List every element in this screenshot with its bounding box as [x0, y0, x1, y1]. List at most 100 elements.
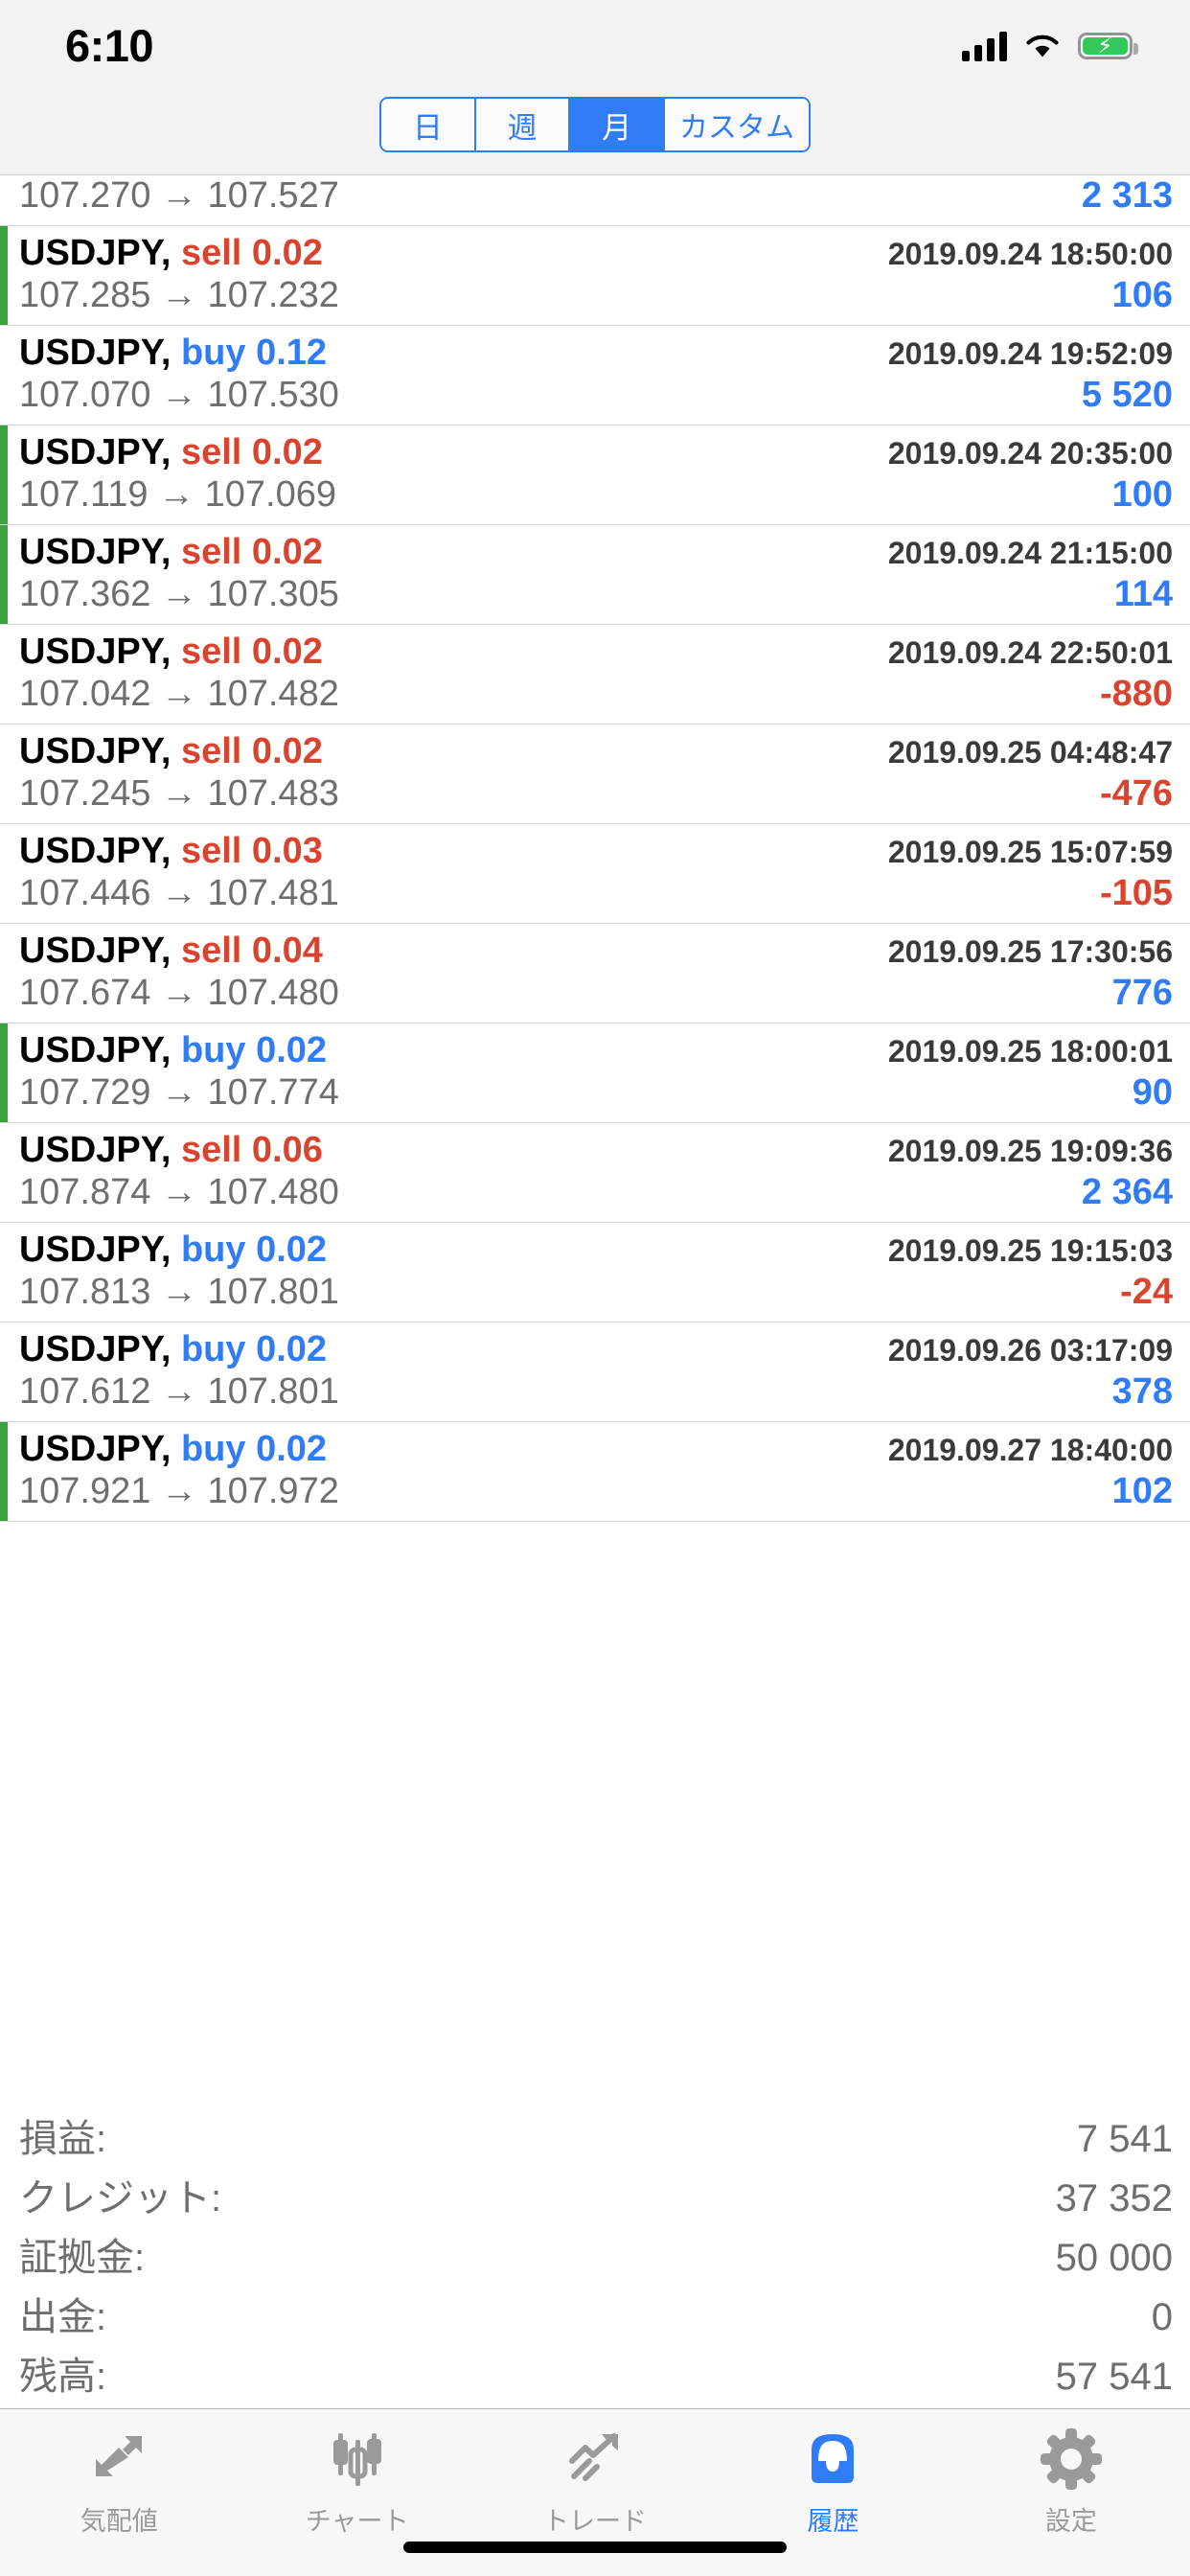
deal-row[interactable]: USDJPY, sell 0.02 2019.09.24 18:50:00 107.…: [0, 226, 1190, 326]
summary-label: 出金:: [19, 2296, 107, 2338]
deal-profit: 106: [1111, 275, 1173, 315]
account-summary: 損益: 7 541 クレジット: 37 352 証拠金: 50 000 出金: 0 残高: 57 …: [0, 2098, 1190, 2408]
summary-label: 証拠金:: [19, 2237, 146, 2279]
deal-side-volume: sell 0.06: [171, 1130, 323, 1170]
deal-timestamp: 2019.09.27 18:40:00: [887, 1433, 1173, 1467]
tab-charts-label: チャート: [305, 2507, 409, 2536]
deal-timestamp: 2019.09.25 15:07:59: [887, 835, 1173, 869]
period-option-week[interactable]: 週: [475, 99, 571, 150]
summary-value: 50 000: [1055, 2237, 1173, 2279]
battery-charging-icon: ⚡: [1078, 32, 1138, 59]
tab-quotes[interactable]: 気配値: [0, 2425, 238, 2538]
deal-profit: 2 364: [1081, 1172, 1173, 1212]
period-option-custom[interactable]: カスタム: [665, 99, 809, 150]
deal-row[interactable]: USDJPY, buy 0.02 2019.09.25 19:15:03 107.8…: [0, 1223, 1190, 1322]
deal-price-transition: 107.813 → 107.801: [19, 1272, 339, 1312]
deal-price-transition: 107.729 → 107.774: [19, 1072, 339, 1113]
deal-price-transition: 107.245 → 107.483: [19, 773, 339, 814]
deal-row[interactable]: USDJPY, sell 0.02 2019.09.25 04:48:47 107.…: [0, 724, 1190, 824]
tab-history[interactable]: 履歴: [714, 2425, 951, 2538]
deal-profit: -105: [1099, 873, 1173, 913]
deal-side-volume: sell 0.02: [171, 632, 323, 672]
status-bar: 6:10 ⚡: [0, 0, 1190, 91]
deal-row[interactable]: USDJPY, sell 0.06 2019.09.25 19:09:36 107.…: [0, 1123, 1190, 1223]
deal-row[interactable]: USDJPY, sell 0.02 2019.09.24 20:35:00 107.…: [0, 426, 1190, 525]
tab-charts[interactable]: チャート: [238, 2425, 475, 2538]
deal-timestamp: 2019.09.25 19:09:36: [887, 1134, 1173, 1168]
deal-timestamp: 2019.09.24 20:35:00: [887, 436, 1173, 471]
deal-symbol-side: USDJPY, sell 0.02: [19, 233, 323, 273]
period-option-month[interactable]: 月: [570, 99, 666, 150]
deal-symbol-side: USDJPY, buy 0.02: [19, 1030, 328, 1070]
tab-settings-label: 設定: [1044, 2507, 1097, 2536]
deal-timestamp: 2019.09.24 18:50:00: [887, 237, 1173, 271]
deal-symbol-side: USDJPY, sell 0.02: [19, 731, 323, 771]
deal-symbol-side: USDJPY, sell 0.02: [19, 632, 323, 672]
deal-timestamp: 2019.09.25 17:30:56: [887, 934, 1173, 969]
deal-timestamp: 2019.09.24 21:15:00: [887, 536, 1173, 570]
summary-row: 出金: 0: [19, 2284, 1173, 2343]
deal-side-volume: sell 0.02: [171, 432, 323, 472]
quotes-arrows-icon: [84, 2425, 153, 2494]
inbox-tray-icon: [798, 2425, 867, 2494]
deal-profit: 2 313: [1081, 175, 1173, 216]
candlestick-icon: [323, 2425, 392, 2494]
deal-side-volume: sell 0.02: [171, 532, 323, 572]
gear-icon: [1037, 2425, 1106, 2494]
summary-row: 証拠金: 50 000: [19, 2224, 1173, 2284]
deal-row[interactable]: USDJPY, sell 0.03 2019.09.25 15:07:59 107.…: [0, 824, 1190, 924]
profit-accent-bar: [0, 226, 8, 325]
deal-row[interactable]: USDJPY, buy 0.12 2019.09.24 19:52:09 107.0…: [0, 326, 1190, 426]
deal-symbol-side: USDJPY, sell 0.02: [19, 532, 323, 572]
deal-symbol-side: USDJPY, sell 0.06: [19, 1130, 323, 1170]
deal-symbol-side: USDJPY, sell 0.04: [19, 931, 323, 971]
deal-timestamp: 2019.09.24 19:52:09: [887, 336, 1173, 371]
deal-price-transition: 107.270 → 107.527: [19, 175, 339, 216]
tab-settings[interactable]: 設定: [952, 2425, 1190, 2538]
deal-row[interactable]: 107.270 → 107.527 2 313: [0, 175, 1190, 226]
deal-row[interactable]: USDJPY, buy 0.02 2019.09.25 18:00:01 107.7…: [0, 1024, 1190, 1123]
cellular-bars-icon: [962, 31, 1007, 61]
deal-price-transition: 107.674 → 107.480: [19, 973, 339, 1013]
deal-row[interactable]: USDJPY, buy 0.02 2019.09.26 03:17:09 107.6…: [0, 1322, 1190, 1422]
deal-price-transition: 107.874 → 107.480: [19, 1172, 339, 1212]
deal-side-volume: sell 0.02: [171, 731, 323, 771]
period-option-day[interactable]: 日: [381, 99, 476, 150]
period-segmented-control[interactable]: 日 週 月 カスタム: [379, 97, 811, 152]
status-bar-indicators: ⚡: [962, 31, 1138, 61]
deal-price-transition: 107.119 → 107.069: [19, 474, 337, 515]
tab-trade[interactable]: トレード: [476, 2425, 714, 2538]
deal-profit: -24: [1120, 1272, 1173, 1312]
profit-accent-bar: [0, 525, 8, 624]
summary-value: 7 541: [1076, 2118, 1173, 2160]
deal-price-transition: 107.042 → 107.482: [19, 674, 339, 714]
profit-accent-bar: [0, 1024, 8, 1122]
deal-profit: 102: [1111, 1471, 1173, 1511]
deal-history-list[interactable]: 107.270 → 107.527 2 313 USDJPY, sell 0.02 2…: [0, 175, 1190, 2098]
summary-value: 37 352: [1055, 2177, 1173, 2220]
deal-profit: -476: [1099, 773, 1173, 814]
deal-timestamp: 2019.09.25 04:48:47: [887, 735, 1173, 770]
deal-profit: 114: [1113, 574, 1173, 614]
deal-profit: -880: [1099, 674, 1173, 714]
deal-timestamp: 2019.09.25 19:15:03: [887, 1233, 1173, 1268]
deal-price-transition: 107.612 → 107.801: [19, 1371, 339, 1412]
trending-up-icon: [561, 2425, 629, 2494]
summary-label: 損益:: [19, 2118, 107, 2160]
deal-price-transition: 107.362 → 107.305: [19, 574, 339, 614]
deal-timestamp: 2019.09.25 18:00:01: [887, 1034, 1173, 1069]
deal-symbol-side: USDJPY, sell 0.02: [19, 432, 323, 472]
summary-row: 損益: 7 541: [19, 2105, 1173, 2165]
deal-profit: 5 520: [1081, 375, 1173, 415]
tab-history-label: 履歴: [807, 2507, 859, 2536]
deal-profit: 100: [1111, 474, 1173, 515]
deal-profit: 90: [1132, 1072, 1173, 1113]
deal-symbol-side: USDJPY, buy 0.02: [19, 1429, 328, 1469]
deal-row[interactable]: USDJPY, buy 0.02 2019.09.27 18:40:00 107.9…: [0, 1422, 1190, 1522]
deal-row[interactable]: USDJPY, sell 0.02 2019.09.24 22:50:01 107.…: [0, 625, 1190, 724]
summary-label: クレジット:: [19, 2177, 222, 2220]
deal-row[interactable]: USDJPY, sell 0.04 2019.09.25 17:30:56 107.…: [0, 924, 1190, 1024]
deal-timestamp: 2019.09.26 03:17:09: [887, 1333, 1173, 1368]
deal-timestamp: 2019.09.24 22:50:01: [887, 635, 1173, 670]
deal-row[interactable]: USDJPY, sell 0.02 2019.09.24 21:15:00 107.…: [0, 525, 1190, 625]
